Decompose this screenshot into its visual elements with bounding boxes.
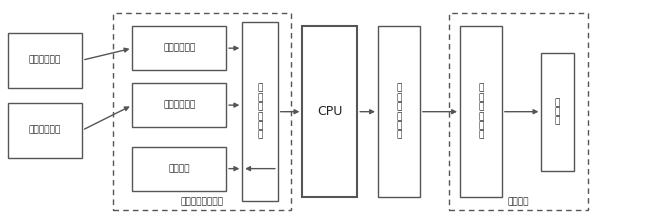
Text: 测距转换电路: 测距转换电路 xyxy=(163,101,195,110)
Text: 背
光
驱
动
电
路: 背 光 驱 动 电 路 xyxy=(478,84,484,140)
Bar xyxy=(541,53,574,171)
Text: 显示模块: 显示模块 xyxy=(508,197,529,206)
Text: 检测信号处理单元: 检测信号处理单元 xyxy=(180,197,224,206)
Text: 光电感应模块: 光电感应模块 xyxy=(29,56,61,65)
Text: 取样电路: 取样电路 xyxy=(169,164,190,173)
Bar xyxy=(113,13,291,210)
Bar xyxy=(8,33,82,88)
Text: CPU: CPU xyxy=(317,105,342,118)
Bar xyxy=(242,22,278,201)
Text: 光电转换电路: 光电转换电路 xyxy=(163,44,195,53)
Bar xyxy=(449,13,588,210)
Bar xyxy=(132,147,226,191)
Bar xyxy=(378,26,420,197)
Bar xyxy=(460,26,502,197)
Text: 比
较
放
大
电
路: 比 较 放 大 电 路 xyxy=(257,84,263,140)
Text: 显
示
屏: 显 示 屏 xyxy=(555,98,560,125)
Text: 测距感应模块: 测距感应模块 xyxy=(29,126,61,135)
Bar xyxy=(302,26,357,197)
Bar xyxy=(132,83,226,127)
Bar xyxy=(132,26,226,70)
Bar xyxy=(8,103,82,158)
Text: 外
围
中
控
电
路: 外 围 中 控 电 路 xyxy=(396,84,402,140)
